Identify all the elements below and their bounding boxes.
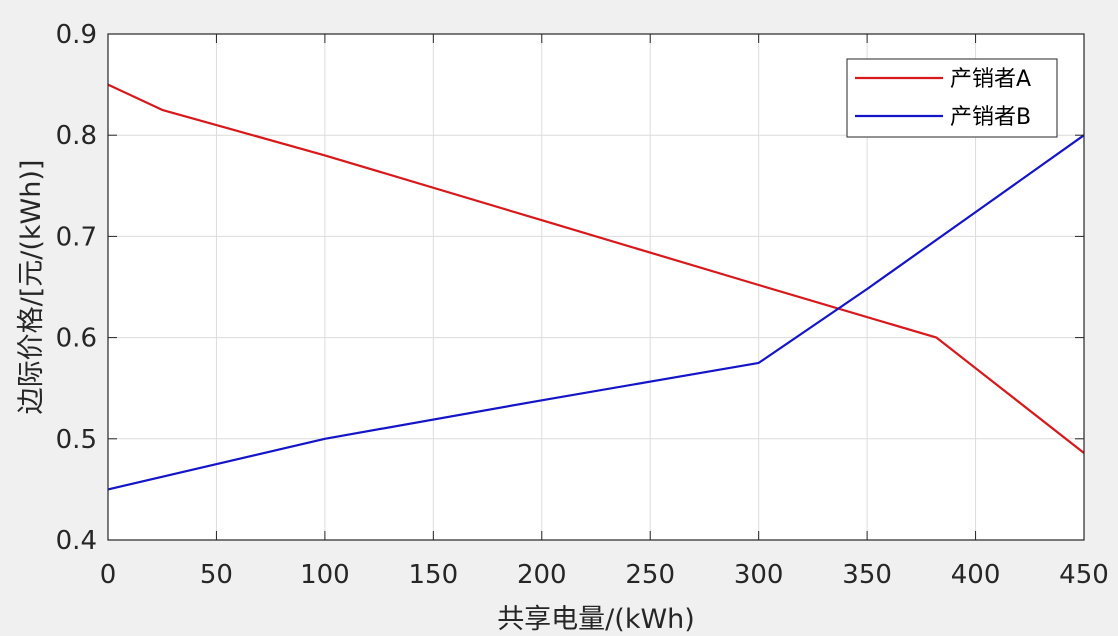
x-tick-labels: 0 50 100 150 200 250 300 350 400 450 <box>100 560 1109 590</box>
x-tick-label: 450 <box>1059 560 1109 590</box>
x-tick-label: 100 <box>300 560 350 590</box>
y-tick-label: 0.6 <box>56 324 97 354</box>
y-axis-label: 边际价格/[元/(kWh)] <box>16 160 47 415</box>
y-tick-labels: 0.4 0.5 0.6 0.7 0.8 0.9 <box>56 20 97 556</box>
legend-label-2: 产销者B <box>950 105 1031 130</box>
series-line-1 <box>107 83 1085 454</box>
x-tick-label: 350 <box>842 560 892 590</box>
x-tick-label: 0 <box>100 560 117 590</box>
axis-ticks <box>107 33 1085 541</box>
legend-label-1: 产销者A <box>950 67 1031 92</box>
legend-box <box>846 58 1058 138</box>
x-axis-label: 共享电量/(kWh) <box>497 604 695 635</box>
y-tick-label: 0.5 <box>56 425 97 455</box>
legend: 产销者A 产销者B <box>846 58 1058 138</box>
y-tick-label: 0.9 <box>56 20 97 50</box>
y-tick-label: 0.4 <box>56 526 97 556</box>
series-line-2 <box>107 134 1085 491</box>
x-tick-label: 200 <box>517 560 567 590</box>
x-tick-label: 300 <box>734 560 784 590</box>
y-tick-label: 0.7 <box>56 222 97 252</box>
y-tick-label: 0.8 <box>56 121 97 151</box>
x-tick-label: 400 <box>951 560 1001 590</box>
x-tick-label: 50 <box>200 560 233 590</box>
series-layer <box>107 83 1085 491</box>
x-tick-label: 150 <box>409 560 459 590</box>
plot-frame <box>107 33 1085 541</box>
x-tick-label: 250 <box>625 560 675 590</box>
